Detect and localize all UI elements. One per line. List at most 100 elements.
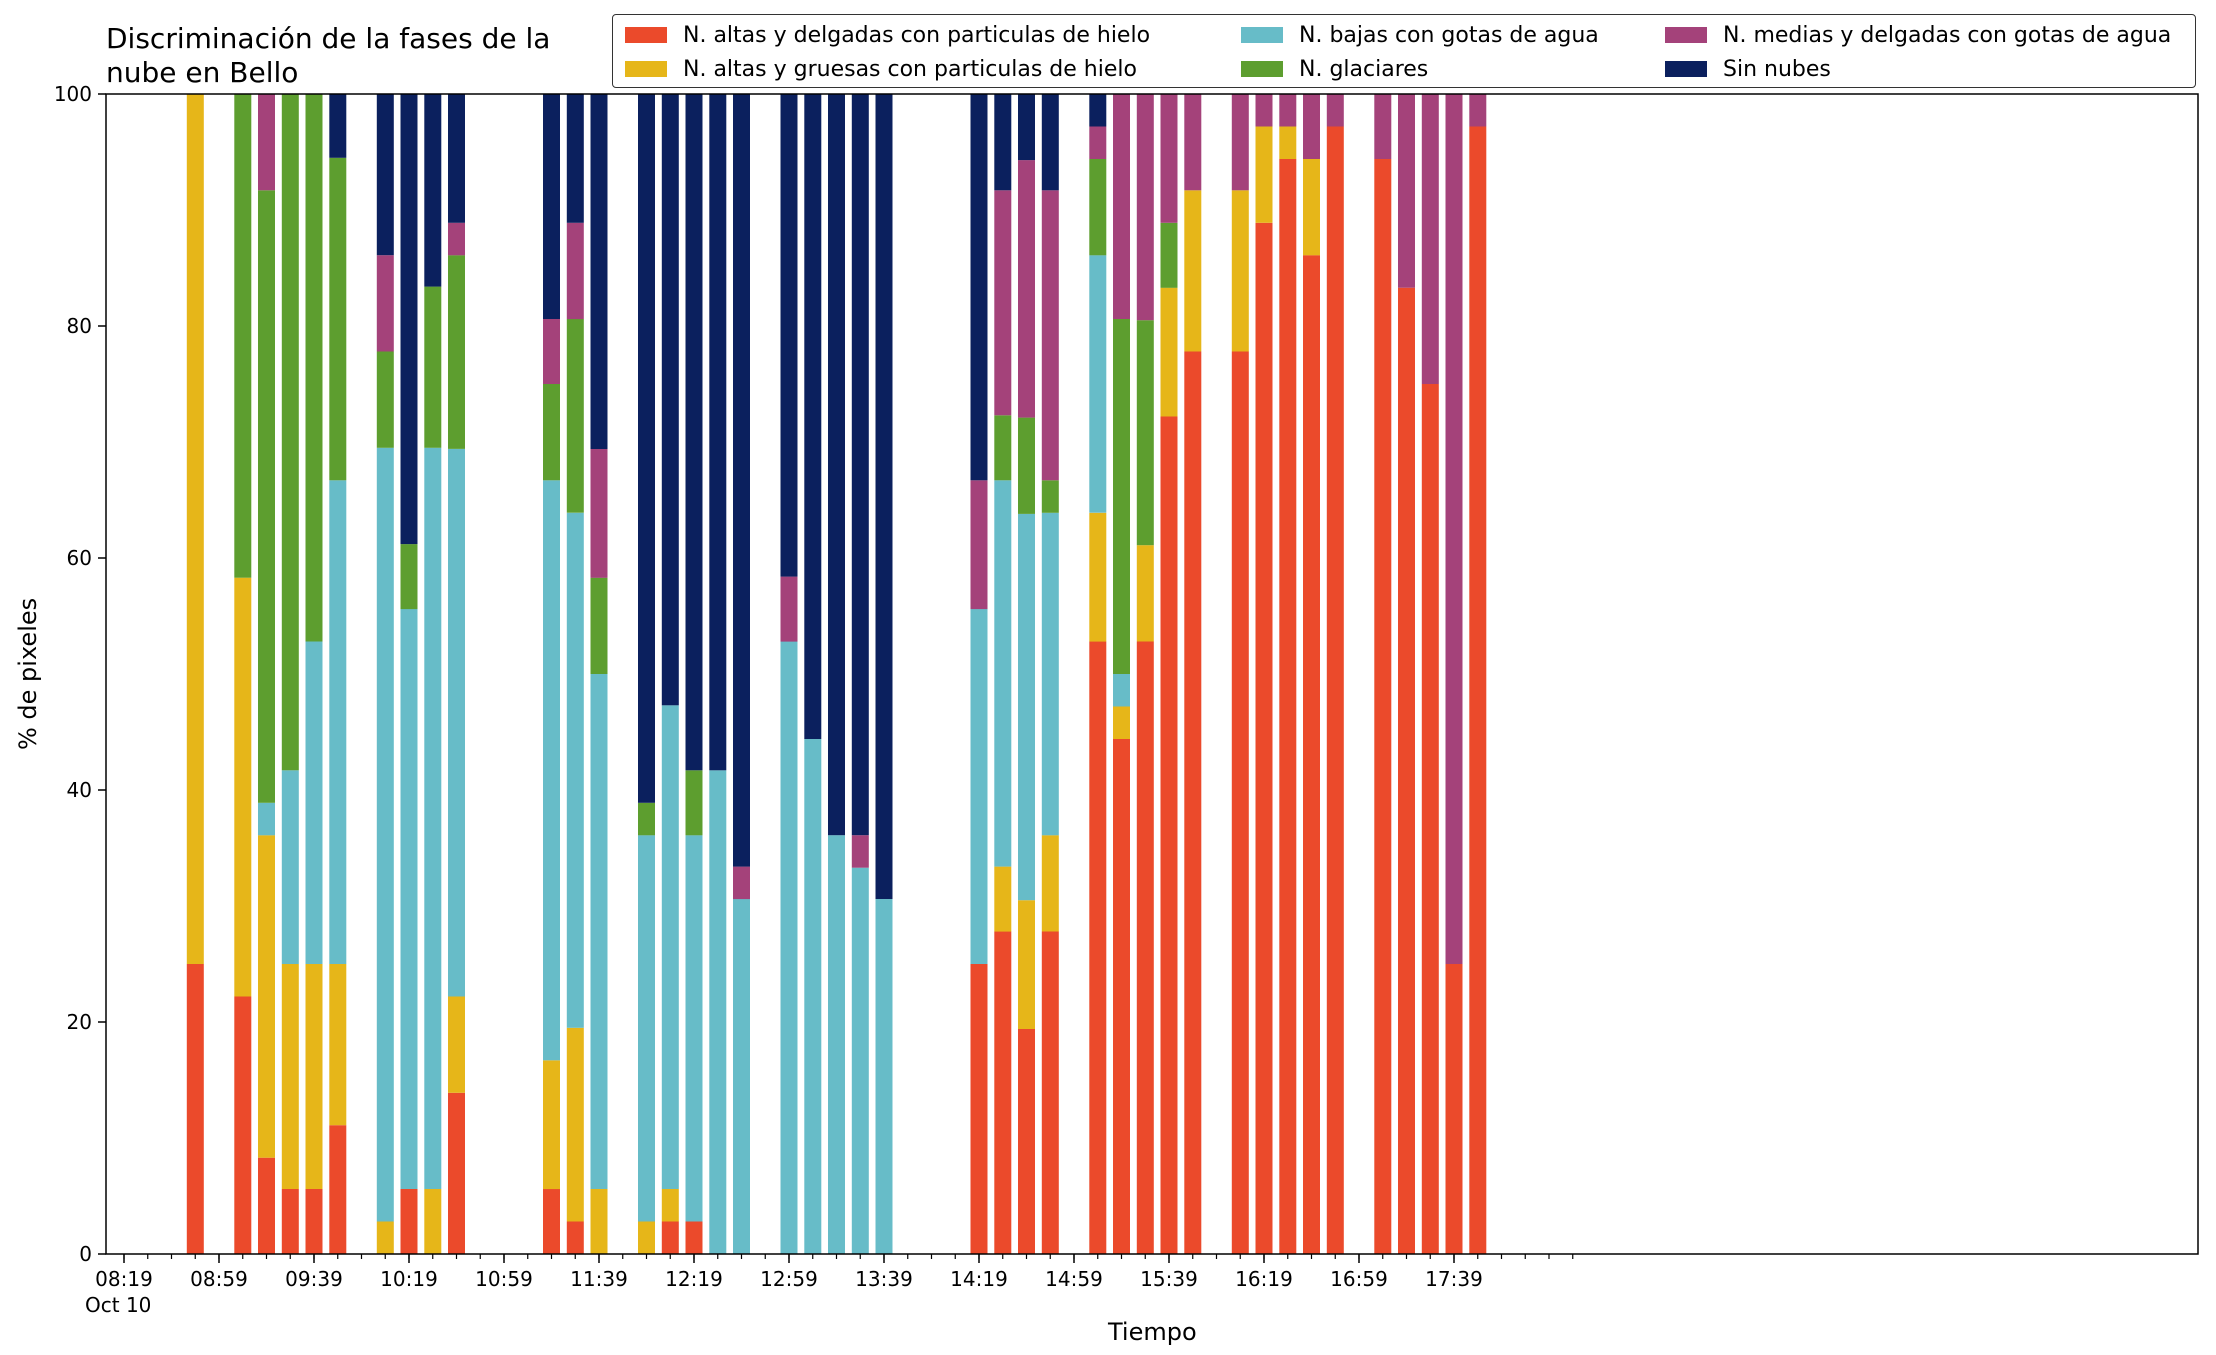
bar-segment: [1469, 126, 1487, 1254]
bar-segment: [685, 770, 703, 836]
bar-segment: [258, 94, 275, 191]
legend-label: N. altas y gruesas con particulas de hie…: [683, 56, 1137, 82]
bar-segment: [448, 996, 465, 1093]
bar-segment: [1113, 706, 1130, 739]
legend-swatch: [625, 61, 667, 77]
bar-segment: [448, 222, 465, 256]
bars-layer: [186, 94, 1487, 1254]
bar-segment: [590, 577, 608, 674]
bar-segment: [281, 770, 299, 964]
bar-segment: [424, 286, 442, 448]
bar-segment: [1018, 513, 1035, 901]
bar-segment: [638, 94, 655, 803]
bar-segment: [1041, 480, 1059, 513]
legend-label: N. medias y delgadas con gotas de agua: [1723, 22, 2172, 48]
legend-swatch: [625, 27, 667, 43]
bar-segment: [709, 94, 727, 771]
bar-segment: [543, 319, 560, 384]
bar-segment: [780, 641, 798, 1254]
bar-segment: [1445, 94, 1463, 964]
legend-swatch: [1241, 61, 1283, 77]
bar-segment: [780, 94, 798, 577]
bar-segment: [1160, 94, 1178, 223]
x-tick-label: 08:19 Oct 10: [85, 1267, 153, 1317]
bar-segment: [566, 512, 584, 1028]
bar-segment: [1374, 159, 1392, 1254]
bar-segment: [1089, 255, 1107, 513]
bar-segment: [1255, 222, 1273, 1254]
bar-segment: [1041, 94, 1059, 191]
bar-segment: [1231, 190, 1249, 352]
y-tick-label: 100: [54, 82, 92, 106]
bar-segment: [424, 447, 442, 1189]
y-tick-label: 40: [67, 778, 92, 802]
bar-segment: [1421, 94, 1439, 384]
bar-segment: [1089, 641, 1107, 1254]
bar-segment: [851, 94, 869, 836]
bar-segment: [1018, 94, 1035, 161]
bar-segment: [638, 835, 655, 1222]
bar-segment: [234, 996, 252, 1254]
x-tick-label: 10:59: [475, 1267, 533, 1291]
bar-segment: [376, 351, 394, 448]
bar-segment: [970, 609, 988, 964]
bar-segment: [733, 94, 750, 867]
bar-segment: [543, 480, 560, 1061]
bar-segment: [661, 1221, 679, 1254]
bar-segment: [305, 641, 323, 964]
bar-segment: [1089, 94, 1107, 127]
bar-segment: [1041, 190, 1059, 481]
bar-segment: [661, 1189, 679, 1222]
bar-segment: [828, 835, 845, 1254]
x-tick-label-line: 16:59: [1330, 1267, 1388, 1291]
x-tick-label-line: 14:19: [950, 1267, 1008, 1291]
bar-segment: [828, 94, 845, 836]
bar-segment: [1089, 126, 1107, 159]
bar-segment: [1326, 94, 1344, 127]
x-tick-label-line: 12:59: [760, 1267, 818, 1291]
x-tick-label-line: 13:39: [855, 1267, 913, 1291]
bar-segment: [1445, 964, 1463, 1254]
x-tick-label-line: Oct 10: [85, 1293, 151, 1317]
bar-segment: [1421, 384, 1439, 1254]
legend-swatch: [1241, 27, 1283, 43]
bar-segment: [305, 964, 323, 1189]
x-tick-label-line: 11:39: [570, 1267, 628, 1291]
bar-segment: [638, 1221, 655, 1254]
legend-swatch: [1665, 27, 1707, 43]
bar-segment: [875, 899, 893, 1254]
bar-segment: [1160, 222, 1178, 288]
bar-segment: [566, 1221, 584, 1254]
bar-segment: [1041, 512, 1059, 836]
x-axis: 08:19 Oct 10 08:59 09:39 10:19 10:59 11:39 12:1…: [85, 1254, 1574, 1317]
y-axis: 0 20 40 60 80 100: [54, 82, 106, 1266]
bar-segment: [685, 835, 703, 1222]
bar-segment: [376, 94, 394, 256]
bar-segment: [1279, 126, 1297, 159]
x-tick-label: 11:39: [570, 1267, 628, 1291]
bar-segment: [1184, 94, 1202, 191]
bar-segment: [305, 1189, 323, 1254]
bar-segment: [1018, 160, 1035, 418]
x-tick-label-line: 15:39: [1140, 1267, 1198, 1291]
bar-segment: [305, 94, 323, 642]
bar-segment: [258, 802, 275, 836]
x-tick-label: 09:39: [285, 1267, 343, 1291]
bar-segment: [376, 255, 394, 352]
bar-segment: [234, 94, 252, 578]
x-tick-label: 10:19: [380, 1267, 438, 1291]
bar-segment: [1136, 641, 1154, 1254]
bar-segment: [804, 739, 822, 1254]
bar-segment: [1018, 900, 1035, 1029]
legend-item: N. bajas con gotas de agua: [1241, 20, 1599, 50]
bar-segment: [733, 866, 750, 900]
bar-segment: [1398, 94, 1415, 288]
bar-segment: [638, 802, 655, 836]
bar-segment: [685, 1221, 703, 1254]
chart-title: Discriminación de la fases de la nube en…: [106, 22, 551, 89]
bar-segment: [186, 94, 204, 964]
bar-segment: [590, 1189, 608, 1254]
x-tick-label: 16:19: [1235, 1267, 1293, 1291]
bar-segment: [590, 674, 608, 1189]
bar-segment: [1469, 94, 1487, 127]
